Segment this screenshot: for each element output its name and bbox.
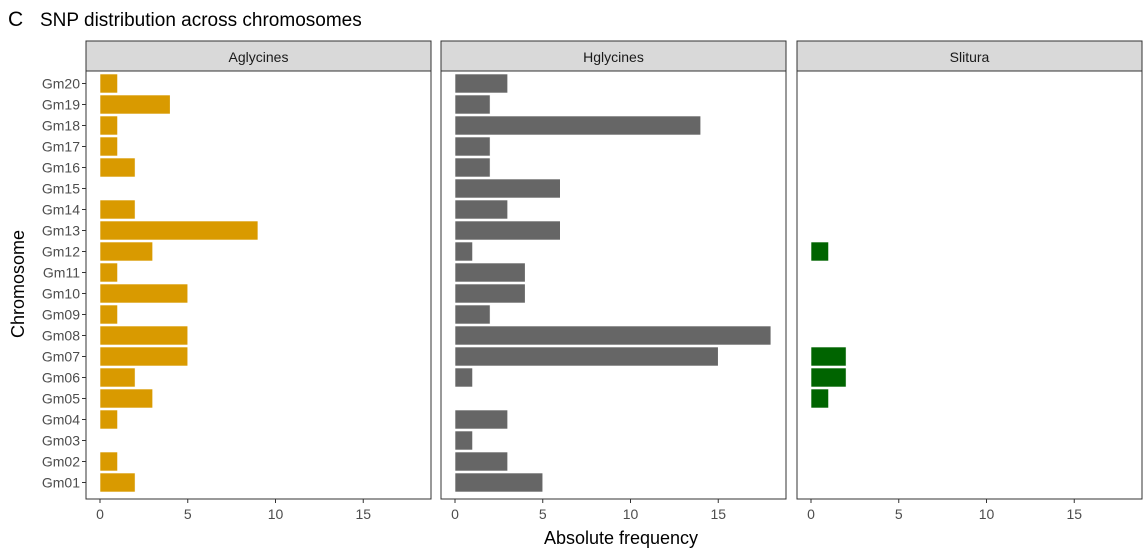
bar-slitura-gm12 xyxy=(810,241,829,262)
panel-frame xyxy=(440,70,787,500)
y-tick-label-gm12: Gm12 xyxy=(42,244,80,260)
y-tick-label-gm02: Gm02 xyxy=(42,454,80,470)
bar-hglycines-gm12 xyxy=(454,241,473,262)
figure-letter: C xyxy=(8,8,23,31)
bar-slitura-gm05 xyxy=(810,388,829,409)
bar-hglycines-gm11 xyxy=(454,262,526,283)
y-axis-title: Chromosome xyxy=(8,230,28,338)
y-tick-label-gm13: Gm13 xyxy=(42,223,80,239)
y-tick-label-gm14: Gm14 xyxy=(42,202,80,218)
x-tick-label: 10 xyxy=(268,506,284,522)
x-axis-title: Absolute frequency xyxy=(544,528,698,548)
bar-slitura-gm07 xyxy=(810,346,847,367)
x-tick-label: 15 xyxy=(355,506,371,522)
bar-aglycines-gm18 xyxy=(99,115,118,136)
bar-aglycines-gm08 xyxy=(99,325,189,346)
bar-hglycines-gm13 xyxy=(454,220,561,241)
x-tick-label: 10 xyxy=(623,506,639,522)
chart-title: SNP distribution across chromosomes xyxy=(40,10,362,31)
x-tick-label: 15 xyxy=(710,506,726,522)
bar-aglycines-gm02 xyxy=(99,451,118,472)
panel-strip xyxy=(796,40,1143,72)
bar-hglycines-gm20 xyxy=(454,73,508,94)
x-tick-label: 5 xyxy=(539,506,547,522)
panel-strip-label: Slitura xyxy=(950,49,990,65)
y-tick-label-gm03: Gm03 xyxy=(42,433,80,449)
bar-hglycines-gm17 xyxy=(454,136,491,157)
y-tick-label-gm10: Gm10 xyxy=(42,286,80,302)
y-tick-label-gm09: Gm09 xyxy=(42,307,80,323)
bar-slitura-gm06 xyxy=(810,367,847,388)
bar-hglycines-gm15 xyxy=(454,178,561,199)
bar-hglycines-gm14 xyxy=(454,199,508,220)
bar-hglycines-gm02 xyxy=(454,451,508,472)
y-tick-label-gm17: Gm17 xyxy=(42,139,80,155)
panel-strip xyxy=(85,40,432,72)
bar-aglycines-gm16 xyxy=(99,157,136,178)
bar-hglycines-gm09 xyxy=(454,304,491,325)
bar-aglycines-gm20 xyxy=(99,73,118,94)
x-tick-label: 0 xyxy=(807,506,815,522)
bar-aglycines-gm14 xyxy=(99,199,136,220)
bar-aglycines-gm04 xyxy=(99,409,118,430)
bar-aglycines-gm09 xyxy=(99,304,118,325)
bar-hglycines-gm16 xyxy=(454,157,491,178)
panel-aglycines: Aglycines 0 5 10 15 xyxy=(85,40,432,522)
bar-hglycines-gm01 xyxy=(454,472,544,493)
panel-strip-label: Hglycines xyxy=(583,49,644,65)
bar-aglycines-gm01 xyxy=(99,472,136,493)
x-tick-label: 5 xyxy=(184,506,192,522)
y-tick-label-gm16: Gm16 xyxy=(42,160,80,176)
panel-strip xyxy=(440,40,787,72)
x-tick-label: 15 xyxy=(1066,506,1082,522)
bar-hglycines-gm06 xyxy=(454,367,473,388)
y-tick-label-gm18: Gm18 xyxy=(42,118,80,134)
y-tick-label-gm05: Gm05 xyxy=(42,391,80,407)
x-tick-label: 5 xyxy=(895,506,903,522)
y-tick-label-gm08: Gm08 xyxy=(42,328,80,344)
bar-aglycines-gm07 xyxy=(99,346,189,367)
y-tick-label-gm15: Gm15 xyxy=(42,181,80,197)
bar-aglycines-gm13 xyxy=(99,220,259,241)
bar-aglycines-gm19 xyxy=(99,94,171,115)
bar-aglycines-gm17 xyxy=(99,136,118,157)
y-tick-label-gm01: Gm01 xyxy=(42,475,80,491)
bar-aglycines-gm11 xyxy=(99,262,118,283)
bar-hglycines-gm08 xyxy=(454,325,772,346)
y-tick-label-gm19: Gm19 xyxy=(42,97,80,113)
panel-frame xyxy=(85,70,432,500)
y-tick-label-gm20: Gm20 xyxy=(42,76,80,92)
y-tick-label-gm07: Gm07 xyxy=(42,349,80,365)
bar-aglycines-gm05 xyxy=(99,388,153,409)
panel-frame xyxy=(796,70,1143,500)
bar-hglycines-gm03 xyxy=(454,430,473,451)
bar-hglycines-gm18 xyxy=(454,115,701,136)
y-tick-label-gm06: Gm06 xyxy=(42,370,80,386)
bar-aglycines-gm10 xyxy=(99,283,189,304)
panel-hglycines: Hglycines 0 5 10 15 xyxy=(440,40,787,522)
x-tick-label: 10 xyxy=(979,506,995,522)
bar-aglycines-gm06 xyxy=(99,367,136,388)
facet-panels: Aglycines 0 5 10 15 Hglycines 0 5 10 15 Slitura 0 5 1… xyxy=(85,40,1143,522)
y-tick-label-gm04: Gm04 xyxy=(42,412,80,428)
bar-hglycines-gm04 xyxy=(454,409,508,430)
y-axis: Gm01 Gm02 Gm03 Gm04 Gm05 Gm06 Gm07 Gm08 Gm09 Gm10… xyxy=(42,76,86,491)
bar-hglycines-gm07 xyxy=(454,346,719,367)
bar-hglycines-gm10 xyxy=(454,283,526,304)
bar-aglycines-gm12 xyxy=(99,241,153,262)
x-tick-label: 0 xyxy=(451,506,459,522)
panel-slitura: Slitura 0 5 10 15 xyxy=(796,40,1143,522)
bar-hglycines-gm19 xyxy=(454,94,491,115)
x-tick-label: 0 xyxy=(96,506,104,522)
y-tick-label-gm11: Gm11 xyxy=(43,265,80,281)
panel-strip-label: Aglycines xyxy=(229,49,289,65)
